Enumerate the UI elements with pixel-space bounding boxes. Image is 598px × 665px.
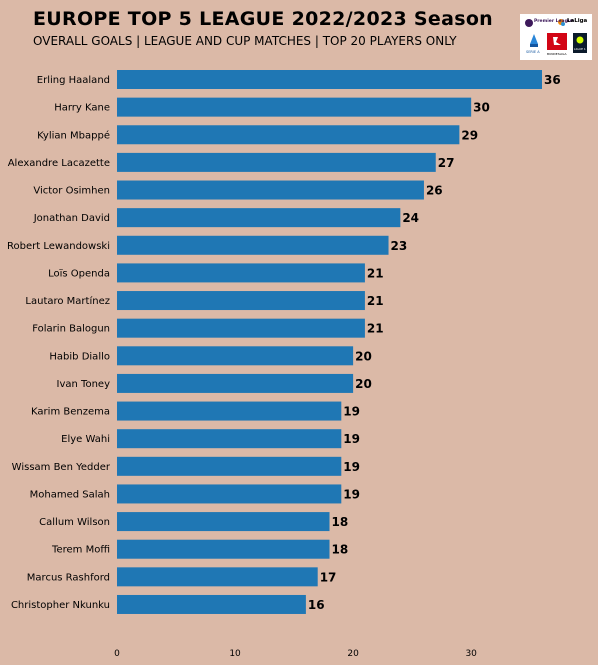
value-label: 27: [438, 156, 455, 170]
serie-a-logo-text: SERIE A: [526, 50, 540, 54]
bar: [117, 401, 342, 421]
value-label: 19: [343, 487, 360, 501]
value-label: 16: [308, 598, 325, 612]
bar: [117, 125, 460, 145]
chart-title: EUROPE TOP 5 LEAGUE 2022/2023 Season: [33, 8, 493, 30]
category-label: Kylian Mbappé: [37, 129, 110, 141]
category-label: Wissam Ben Yedder: [12, 462, 111, 473]
category-label: Lautaro Martínez: [25, 295, 110, 307]
value-label: 26: [426, 184, 443, 198]
bar: [117, 594, 306, 614]
value-label: 19: [343, 432, 360, 446]
bar: [117, 484, 342, 504]
bar: [117, 235, 389, 255]
bar: [117, 291, 365, 311]
bar: [117, 512, 330, 532]
category-label: Christopher Nkunku: [11, 600, 110, 611]
x-tick-label: 20: [347, 649, 359, 659]
category-label: Robert Lewandowski: [7, 241, 110, 252]
bar: [117, 567, 318, 587]
league-logos: Premier League LaLiga SERIE A BUNDESLIGA…: [520, 14, 592, 60]
bar: [117, 152, 436, 172]
category-label: Jonathan David: [33, 213, 110, 224]
bar: [117, 456, 342, 476]
value-label: 21: [367, 322, 384, 336]
category-label: Folarin Balogun: [32, 324, 110, 335]
x-tick-label: 0: [114, 649, 120, 659]
premier-league-logo-text: Premier League: [534, 19, 575, 24]
value-label: 21: [367, 294, 384, 308]
serie-a-icon: [530, 34, 538, 44]
category-label: Harry Kane: [54, 103, 110, 114]
bar: [117, 208, 401, 228]
value-label: 18: [332, 515, 349, 529]
bar: [117, 346, 354, 366]
chart-subtitle: OVERALL GOALS | LEAGUE AND CUP MATCHES |…: [33, 34, 457, 48]
bundesliga-icon: [547, 33, 567, 50]
category-label: Elye Wahi: [61, 434, 110, 445]
bar: [117, 97, 472, 117]
x-tick-label: 10: [229, 649, 241, 659]
value-label: 36: [544, 73, 561, 87]
category-label: Terem Moffi: [51, 545, 110, 556]
value-label: 29: [461, 128, 478, 142]
x-tick-label: 30: [465, 649, 477, 659]
premier-league-icon: [525, 19, 533, 27]
value-label: 24: [402, 211, 419, 225]
bar: [117, 180, 424, 200]
laliga-logo-text: LaLiga: [567, 18, 588, 24]
league-logos-graphic: [525, 19, 587, 53]
bundesliga-logo-text: BUNDESLIGA: [547, 52, 567, 56]
bar: [117, 263, 365, 283]
category-label: Ivan Toney: [57, 379, 111, 390]
bar: [117, 373, 354, 393]
category-label: Mohamed Salah: [30, 489, 110, 500]
value-label: 20: [355, 377, 372, 391]
value-label: 18: [332, 543, 349, 557]
bar: [117, 70, 542, 89]
value-label: 19: [343, 460, 360, 474]
bar: [117, 429, 342, 449]
value-label: 30: [473, 101, 490, 115]
value-label: 20: [355, 349, 372, 363]
value-label: 17: [320, 570, 337, 584]
category-label: Erling Haaland: [37, 75, 110, 86]
category-label: Victor Osimhen: [33, 186, 110, 197]
category-label: Marcus Rashford: [27, 572, 110, 583]
category-label: Callum Wilson: [39, 517, 110, 528]
value-label: 21: [367, 266, 384, 280]
category-label: Habib Diallo: [49, 351, 110, 362]
category-label: Karim Benzema: [31, 407, 110, 418]
value-label: 23: [391, 239, 408, 253]
ligue1-logo-text: LIGUE 1: [574, 47, 586, 51]
bar: [117, 318, 365, 338]
category-label: Alexandre Lacazette: [8, 158, 110, 169]
bar: [117, 539, 330, 559]
category-label: Loïs Openda: [48, 268, 110, 279]
value-label: 19: [343, 405, 360, 419]
